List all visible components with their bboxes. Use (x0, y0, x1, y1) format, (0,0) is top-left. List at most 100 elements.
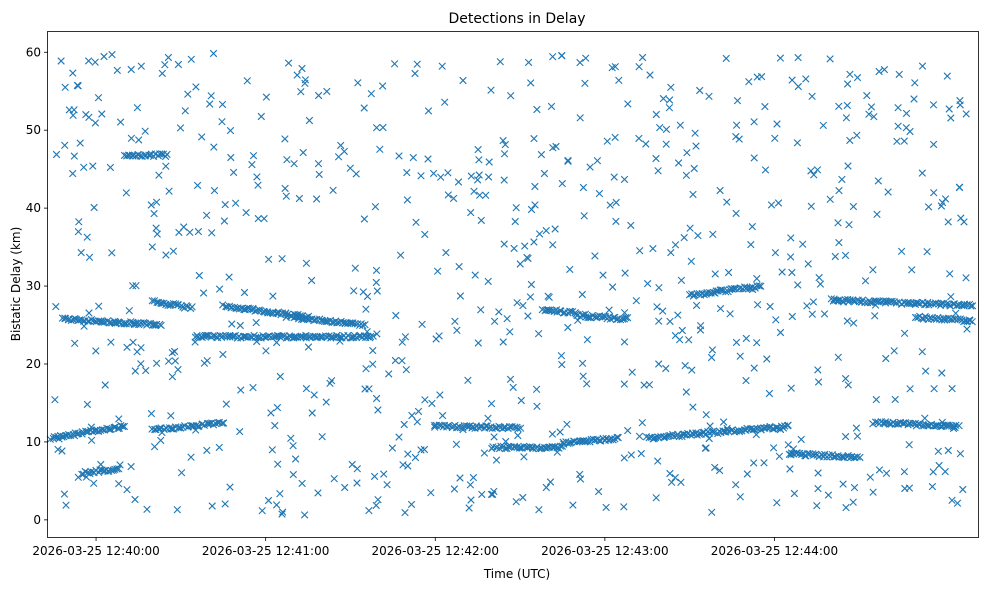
detection-point (733, 97, 742, 105)
detection-point (546, 306, 554, 315)
detection-point (966, 316, 974, 325)
detection-point (315, 170, 323, 179)
detection-point (853, 131, 861, 139)
detection-point (843, 80, 852, 88)
detection-point (113, 66, 121, 75)
detection-point (929, 101, 938, 109)
detection-point (743, 470, 751, 478)
detection-point (565, 439, 574, 447)
detection-point (359, 321, 367, 330)
y-tick-label: 30 (26, 279, 41, 293)
detection-point (929, 140, 938, 149)
detection-point (503, 315, 511, 323)
detection-point (671, 473, 679, 482)
detection-point (262, 347, 270, 355)
detection-point (108, 50, 116, 59)
detection-point (57, 57, 65, 65)
detection-point (956, 101, 964, 109)
detection-point (258, 507, 266, 515)
detection-point (635, 63, 643, 71)
detection-point (515, 444, 524, 452)
detection-point (254, 181, 262, 189)
detection-point (495, 444, 504, 453)
detection-point (624, 100, 632, 108)
detection-point (401, 333, 410, 341)
detection-point (365, 385, 373, 393)
detection-point (748, 285, 757, 294)
detection-point (808, 310, 816, 318)
detection-point (95, 317, 103, 325)
detection-point (824, 491, 833, 499)
detection-point (187, 453, 195, 461)
detection-point (784, 421, 792, 429)
detection-point (944, 314, 952, 322)
detection-point (466, 481, 475, 489)
detection-point (786, 253, 795, 261)
detection-point (215, 443, 223, 452)
detection-point (775, 452, 784, 460)
detection-point (955, 422, 963, 430)
detection-point (934, 447, 942, 455)
detection-point (500, 240, 508, 248)
detection-point (310, 391, 318, 399)
detection-point (253, 337, 261, 346)
detection-point (171, 300, 180, 308)
detection-point (445, 421, 453, 430)
detection-point (366, 332, 375, 341)
detection-point (719, 418, 728, 426)
detection-point (659, 307, 667, 315)
detection-point (427, 489, 435, 497)
detection-point (753, 274, 761, 283)
detection-point (369, 332, 377, 340)
detection-point (482, 191, 490, 199)
detection-point (273, 403, 282, 412)
detection-point (191, 338, 199, 346)
detection-point (620, 454, 628, 462)
detection-point (301, 79, 309, 87)
detection-point (112, 318, 120, 326)
detection-point (694, 231, 702, 240)
detection-point (735, 428, 744, 436)
detection-point (564, 157, 572, 165)
detection-point (236, 321, 244, 330)
detection-point (174, 365, 182, 374)
detection-point (131, 495, 139, 504)
detection-point (411, 453, 420, 462)
detection-point (58, 314, 67, 322)
detection-point (517, 396, 525, 405)
detection-point (120, 422, 129, 431)
detection-point (652, 494, 660, 502)
detection-point (519, 493, 527, 502)
detection-point (129, 152, 137, 160)
detection-point (55, 435, 63, 443)
detection-point (732, 209, 740, 218)
detection-point (831, 252, 839, 261)
detection-point (101, 381, 109, 389)
detection-point (421, 230, 429, 239)
detection-point (129, 338, 137, 346)
detection-point (692, 301, 701, 310)
detection-point (583, 336, 592, 344)
detection-point (215, 285, 224, 293)
detection-point (869, 488, 877, 496)
detection-point (646, 71, 654, 79)
detection-point (122, 320, 130, 328)
detection-point (177, 469, 186, 477)
detection-point (814, 378, 823, 386)
detection-point (826, 195, 834, 203)
detection-point (564, 323, 572, 332)
detection-point (711, 270, 719, 278)
detection-point (802, 75, 810, 83)
detection-point (511, 217, 519, 226)
detection-point (696, 86, 704, 95)
detection-point (834, 297, 843, 305)
detection-point (176, 124, 185, 132)
detection-point (187, 55, 195, 63)
detection-point (705, 92, 713, 100)
detection-point (814, 484, 822, 493)
detection-point (722, 54, 730, 63)
detection-point (681, 361, 689, 370)
detection-point (414, 407, 423, 416)
detection-point (576, 470, 584, 479)
detection-point (935, 461, 943, 470)
